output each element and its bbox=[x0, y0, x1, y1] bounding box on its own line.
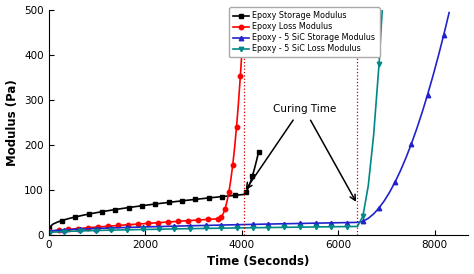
Epoxy - 5 SiC Storage Modulus bbox=[447, 11, 452, 14]
Line: Epoxy - 5 SiC Loss Modulus: Epoxy - 5 SiC Loss Modulus bbox=[46, 0, 451, 235]
Epoxy - 5 SiC Storage Modulus bbox=[182, 224, 188, 227]
Epoxy Loss Modulus bbox=[251, 8, 256, 11]
Text: Curing Time: Curing Time bbox=[273, 104, 336, 114]
Epoxy Storage Modulus bbox=[183, 199, 189, 202]
Epoxy Storage Modulus bbox=[247, 181, 253, 184]
Epoxy Loss Modulus bbox=[190, 219, 195, 222]
Line: Epoxy Loss Modulus: Epoxy Loss Modulus bbox=[46, 7, 256, 234]
Epoxy - 5 SiC Loss Modulus bbox=[182, 227, 188, 230]
Legend: Epoxy Storage Modulus, Epoxy Loss Modulus, Epoxy - 5 SiC Storage Modulus, Epoxy : Epoxy Storage Modulus, Epoxy Loss Modulu… bbox=[229, 7, 380, 57]
Epoxy Loss Modulus bbox=[219, 215, 224, 218]
Epoxy - 5 SiC Loss Modulus bbox=[177, 227, 182, 230]
X-axis label: Time (Seconds): Time (Seconds) bbox=[207, 255, 310, 269]
Epoxy - 5 SiC Storage Modulus bbox=[219, 223, 224, 227]
Line: Epoxy Storage Modulus: Epoxy Storage Modulus bbox=[46, 150, 261, 230]
Epoxy - 5 SiC Storage Modulus bbox=[265, 222, 271, 226]
Epoxy Loss Modulus bbox=[91, 226, 96, 229]
Epoxy - 5 SiC Loss Modulus bbox=[208, 227, 214, 230]
Epoxy Storage Modulus bbox=[126, 206, 131, 209]
Epoxy - 5 SiC Storage Modulus bbox=[46, 230, 52, 233]
Epoxy - 5 SiC Storage Modulus bbox=[208, 224, 214, 227]
Epoxy Storage Modulus bbox=[46, 227, 52, 230]
Epoxy - 5 SiC Loss Modulus bbox=[46, 231, 52, 235]
Epoxy Loss Modulus bbox=[205, 218, 210, 221]
Epoxy - 5 SiC Loss Modulus bbox=[265, 226, 271, 229]
Epoxy Loss Modulus bbox=[145, 222, 151, 225]
Y-axis label: Modulus (Pa): Modulus (Pa) bbox=[6, 79, 18, 166]
Line: Epoxy - 5 SiC Storage Modulus: Epoxy - 5 SiC Storage Modulus bbox=[46, 10, 451, 234]
Epoxy Loss Modulus bbox=[243, 8, 249, 11]
Epoxy Storage Modulus bbox=[152, 202, 158, 206]
Epoxy Storage Modulus bbox=[64, 218, 69, 221]
Epoxy - 5 SiC Storage Modulus bbox=[177, 224, 182, 228]
Epoxy Storage Modulus bbox=[255, 151, 261, 154]
Epoxy Loss Modulus bbox=[200, 218, 205, 221]
Epoxy - 5 SiC Loss Modulus bbox=[124, 228, 130, 232]
Epoxy Storage Modulus bbox=[192, 198, 198, 201]
Epoxy - 5 SiC Storage Modulus bbox=[124, 226, 130, 229]
Epoxy - 5 SiC Loss Modulus bbox=[219, 227, 224, 230]
Epoxy Loss Modulus bbox=[46, 230, 52, 233]
